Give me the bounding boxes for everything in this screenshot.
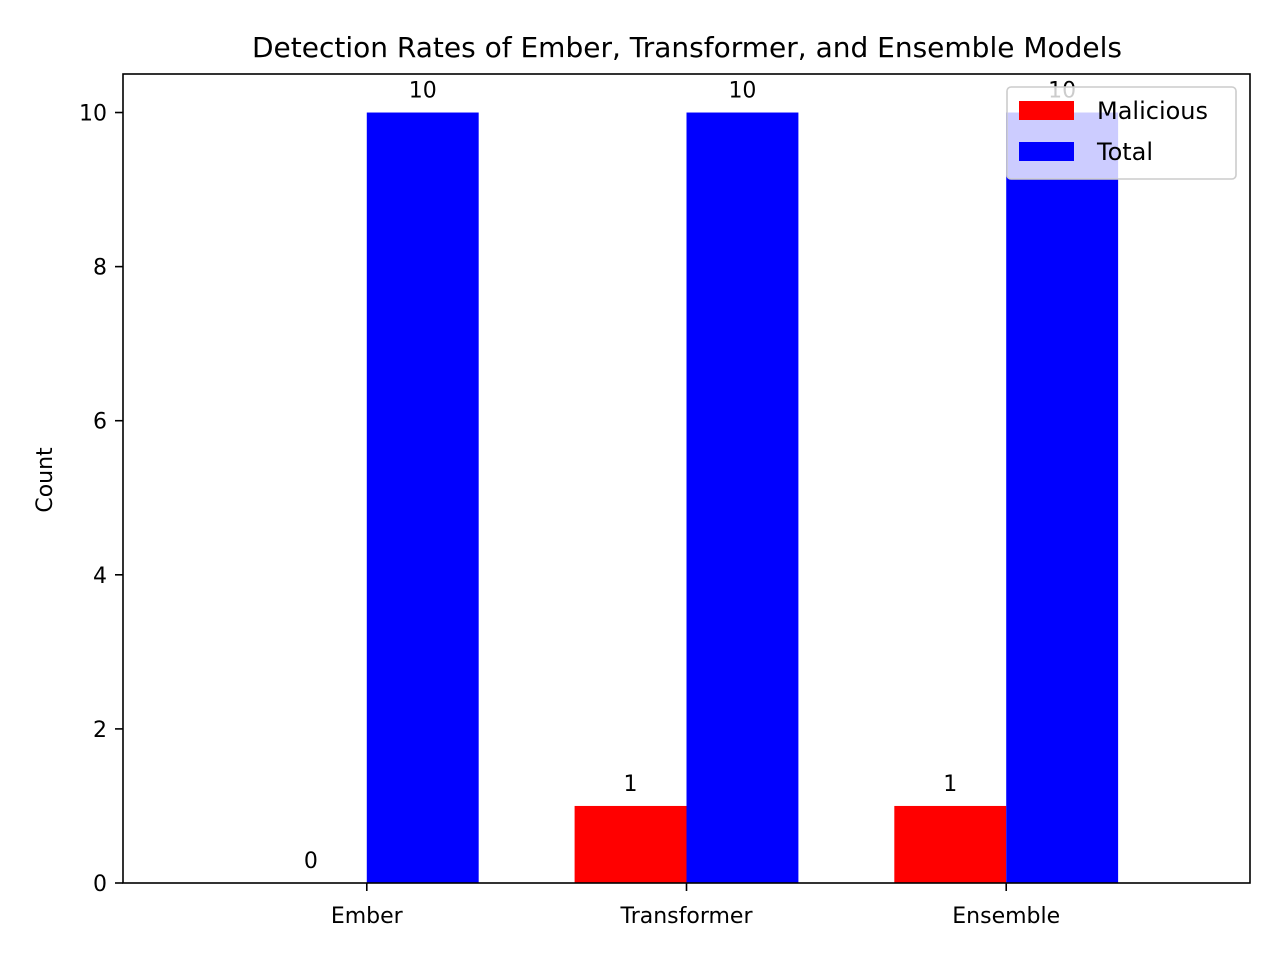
y-tick-label: 0 bbox=[93, 872, 107, 897]
bars-layer bbox=[366, 112, 1119, 884]
legend-label-malicious: Malicious bbox=[1097, 97, 1208, 125]
bar-total-transformer bbox=[686, 112, 799, 884]
y-tick-label: 4 bbox=[93, 564, 107, 589]
y-axis-label: Count bbox=[33, 447, 58, 513]
data-label-malicious-ensemble: 1 bbox=[943, 772, 957, 797]
bar-total-ember bbox=[366, 112, 479, 884]
x-tick-label-ember: Ember bbox=[331, 904, 404, 929]
legend-swatch-total bbox=[1019, 142, 1074, 161]
data-label-total-ember: 10 bbox=[409, 79, 437, 104]
y-tick-label: 10 bbox=[79, 102, 107, 127]
legend: Malicious Total bbox=[1006, 86, 1237, 180]
y-tick-label: 2 bbox=[93, 718, 107, 743]
y-tick-label: 6 bbox=[93, 410, 107, 435]
x-tick-label-transformer: Transformer bbox=[619, 904, 753, 929]
x-tick-label-ensemble: Ensemble bbox=[952, 904, 1060, 929]
data-label-total-transformer: 10 bbox=[728, 79, 756, 104]
bar-malicious-transformer bbox=[574, 805, 687, 883]
bar-total-ensemble bbox=[1006, 112, 1119, 884]
y-tick-label: 8 bbox=[93, 256, 107, 281]
bar-malicious-ensemble bbox=[894, 805, 1007, 883]
legend-label-total: Total bbox=[1096, 138, 1153, 166]
data-label-malicious-transformer: 1 bbox=[624, 772, 638, 797]
legend-swatch-malicious bbox=[1019, 101, 1074, 120]
chart-title: Detection Rates of Ember, Transformer, a… bbox=[252, 31, 1122, 64]
data-label-malicious-ember: 0 bbox=[304, 849, 318, 874]
